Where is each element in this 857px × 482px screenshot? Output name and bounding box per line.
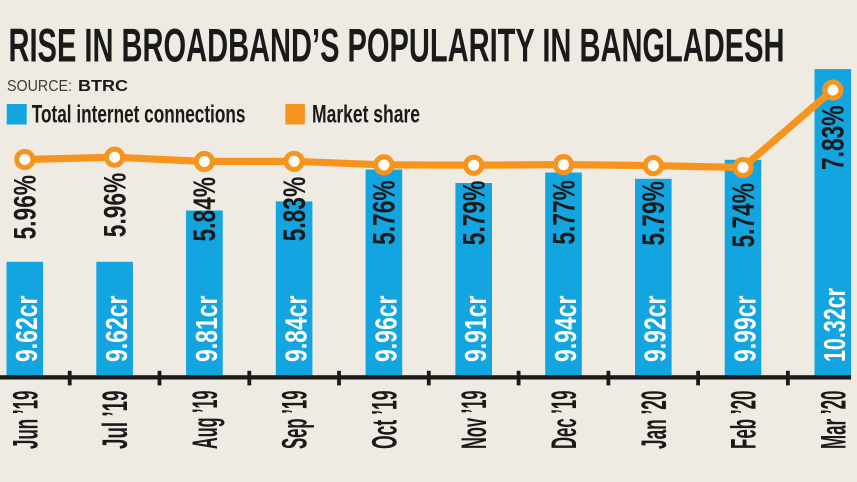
svg-text:Mar ’20: Mar ’20: [813, 391, 853, 450]
svg-text:5.84%: 5.84%: [186, 177, 222, 242]
svg-text:9.84cr: 9.84cr: [280, 295, 314, 362]
svg-text:5.83%: 5.83%: [276, 177, 312, 242]
svg-text:SOURCE:: SOURCE:: [7, 78, 72, 95]
svg-text:5.79%: 5.79%: [635, 181, 671, 246]
svg-text:Dec ’19: Dec ’19: [544, 391, 584, 450]
svg-text:Total internet connections: Total internet connections: [32, 102, 246, 129]
svg-text:9.81cr: 9.81cr: [190, 295, 224, 362]
svg-text:Market share: Market share: [312, 102, 420, 129]
svg-text:9.94cr: 9.94cr: [549, 295, 583, 362]
svg-text:5.76%: 5.76%: [366, 180, 402, 245]
svg-text:Jan ’20: Jan ’20: [634, 391, 674, 450]
svg-text:5.96%: 5.96%: [96, 173, 132, 237]
svg-text:9.91cr: 9.91cr: [459, 295, 493, 362]
svg-text:9.96cr: 9.96cr: [369, 295, 403, 362]
svg-text:Jun ’19: Jun ’19: [5, 391, 45, 450]
svg-text:5.74%: 5.74%: [725, 183, 761, 248]
svg-text:RISE IN BROADBAND’S POPULARITY: RISE IN BROADBAND’S POPULARITY IN BANGLA…: [9, 20, 785, 73]
svg-text:Sep ’19: Sep ’19: [275, 391, 315, 450]
svg-text:Jul ’19: Jul ’19: [95, 391, 135, 450]
svg-text:BTRC: BTRC: [78, 78, 128, 95]
svg-text:Feb ’20: Feb ’20: [724, 391, 764, 450]
svg-text:10.32cr: 10.32cr: [818, 288, 852, 362]
svg-text:9.92cr: 9.92cr: [639, 295, 673, 362]
svg-text:Nov ’19: Nov ’19: [454, 391, 494, 450]
svg-text:5.79%: 5.79%: [456, 181, 492, 246]
svg-text:9.62cr: 9.62cr: [10, 295, 44, 362]
svg-text:9.62cr: 9.62cr: [100, 295, 134, 362]
svg-text:7.83%: 7.83%: [815, 106, 851, 171]
svg-text:Aug ’19: Aug ’19: [185, 391, 225, 450]
svg-text:9.99cr: 9.99cr: [728, 295, 762, 362]
svg-text:Oct ’19: Oct ’19: [364, 391, 404, 450]
svg-text:5.77%: 5.77%: [545, 180, 581, 245]
svg-text:5.96%: 5.96%: [7, 175, 43, 240]
